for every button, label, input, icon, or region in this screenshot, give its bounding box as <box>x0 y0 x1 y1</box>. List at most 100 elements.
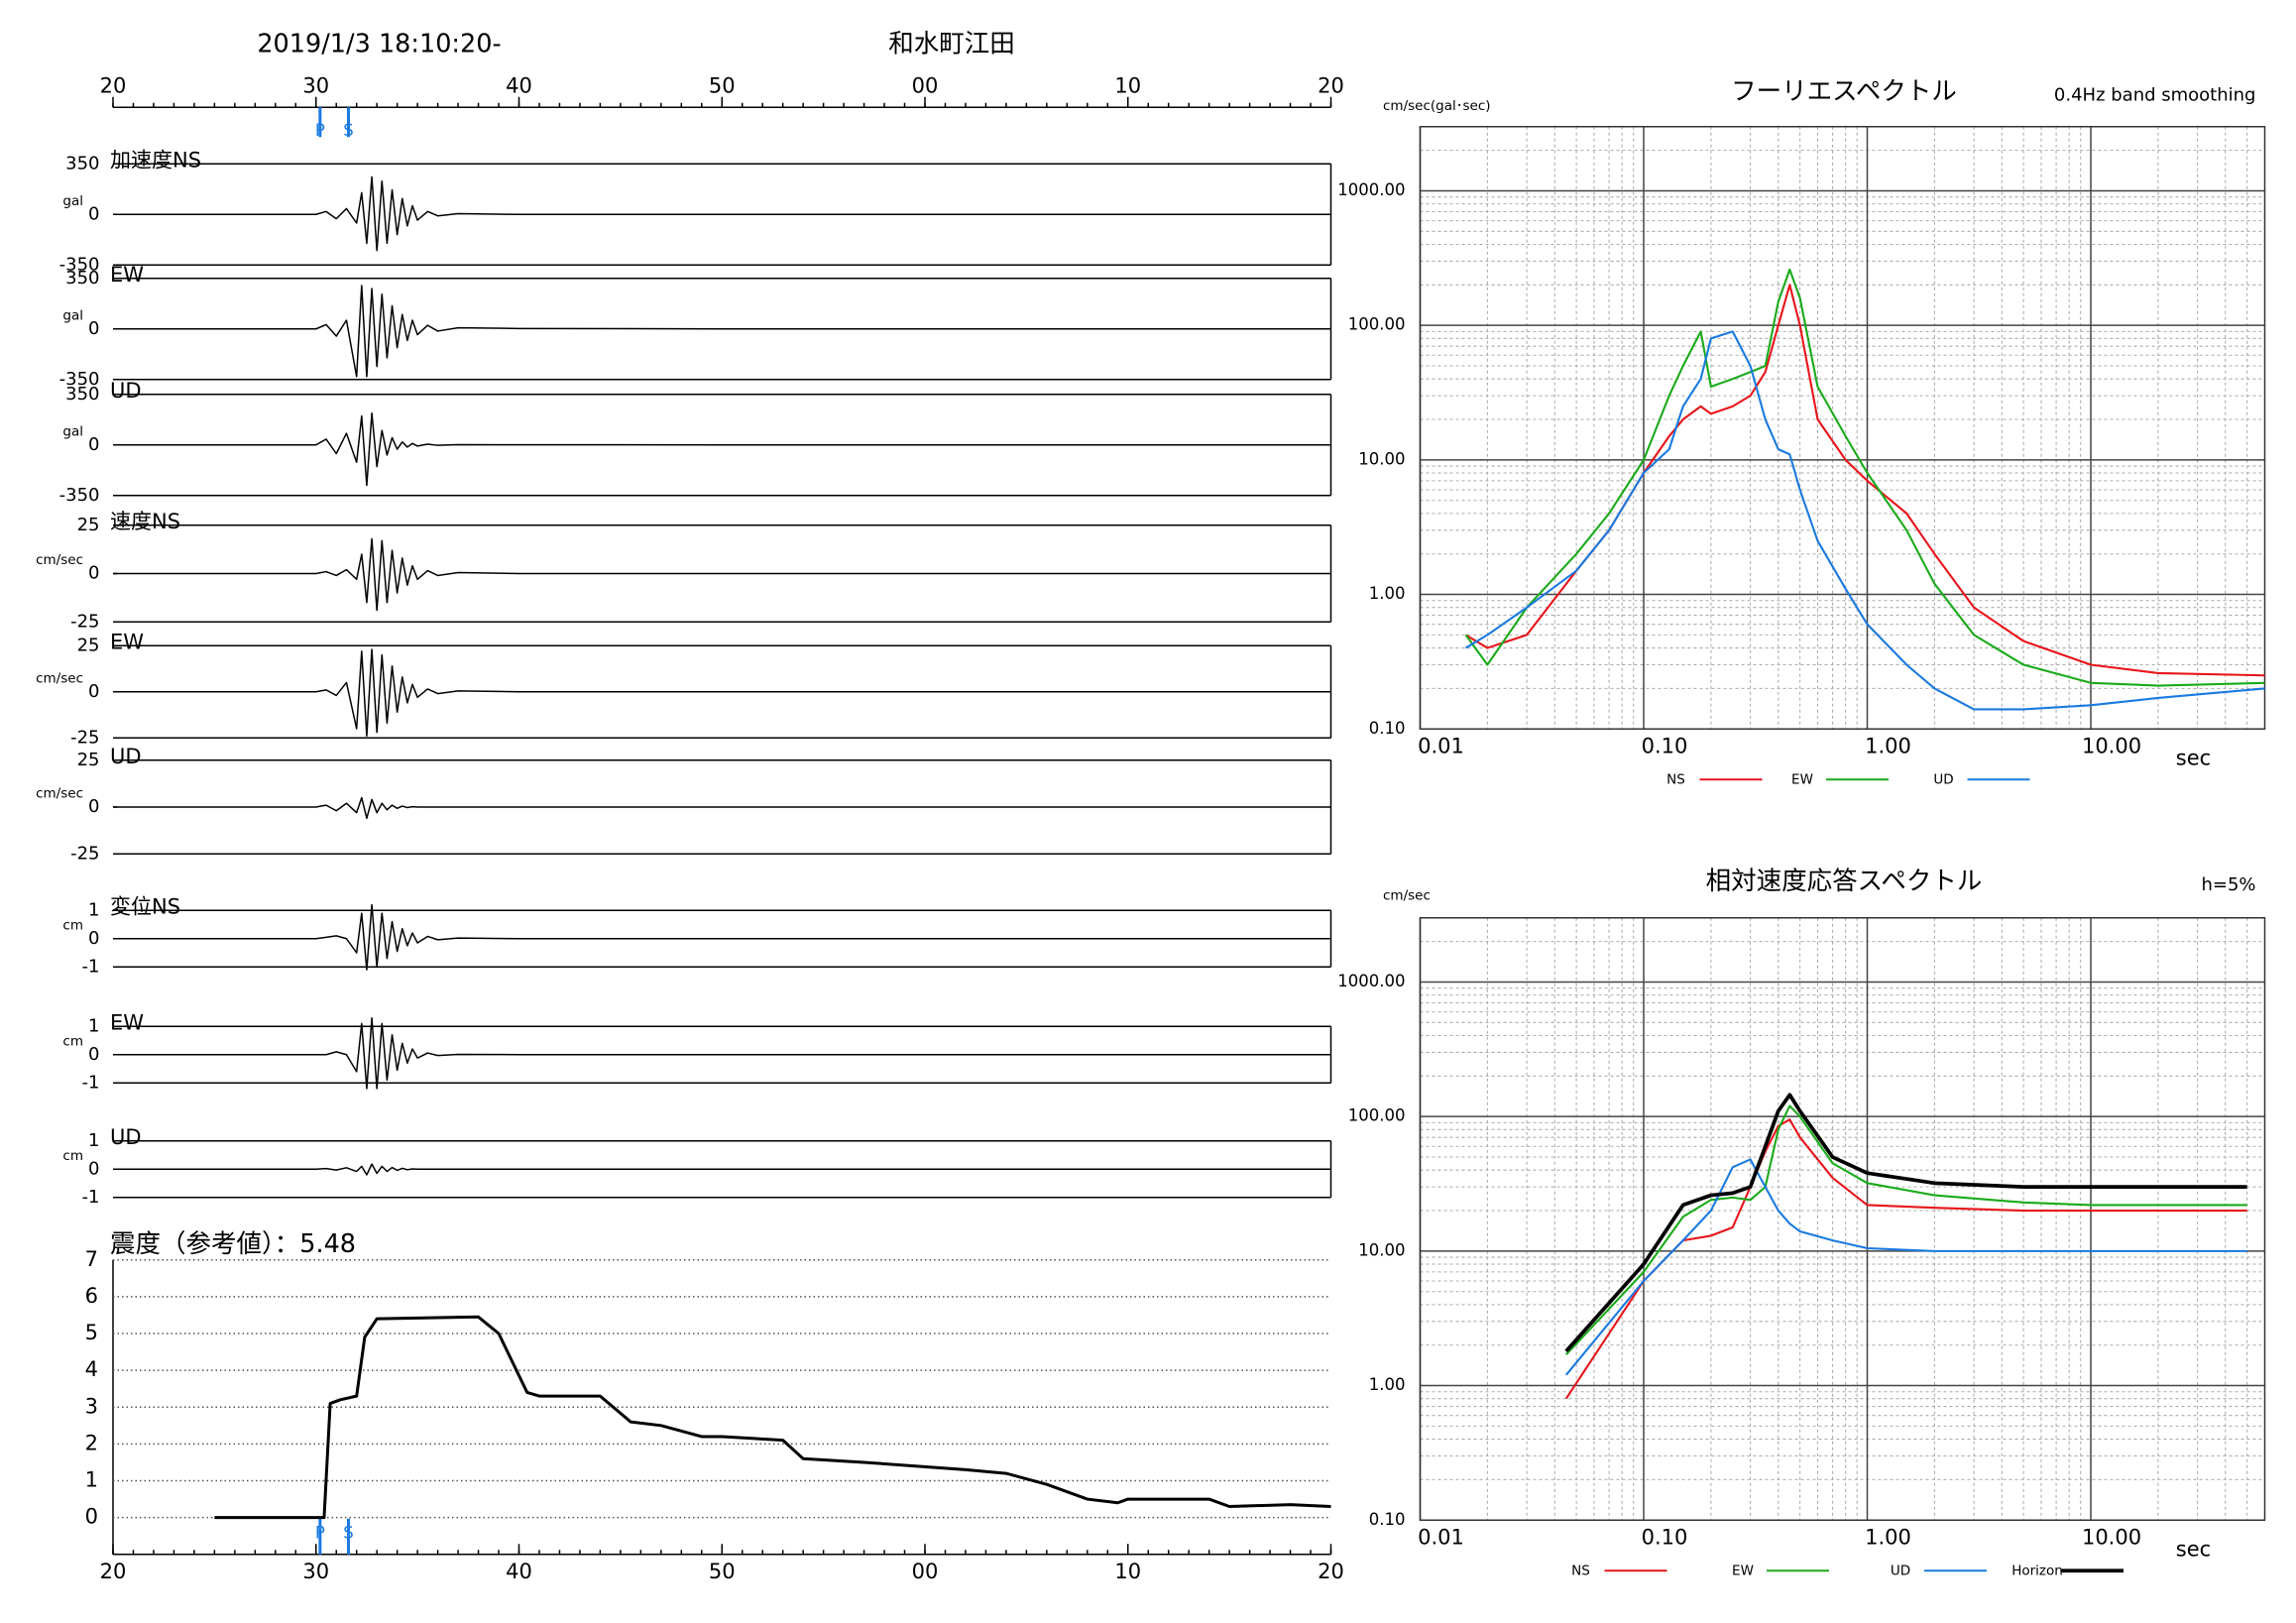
spectrum-line <box>1564 1118 2247 1400</box>
phase-label: S <box>343 121 353 140</box>
y-tick-label: 0 <box>88 1158 99 1179</box>
plot-frame <box>1419 125 2266 730</box>
y-tick-label: -1 <box>82 956 100 977</box>
legend-label: Horizon <box>2011 1563 2063 1578</box>
y-tick-label: 350 <box>65 268 99 289</box>
y-tick-label: -25 <box>70 843 99 864</box>
y-tick-label: 0 <box>88 928 99 949</box>
x-tick-label: 20 <box>1318 73 1344 97</box>
y-tick-label: 0 <box>88 681 99 702</box>
unit-label: cm/sec <box>36 786 83 802</box>
x-tick-label: 10 <box>1114 73 1141 97</box>
y-tick-label: 25 <box>77 750 100 770</box>
waveform <box>113 796 1331 820</box>
x-tick-label: 0.10 <box>1642 1525 1688 1549</box>
y-tick-label: -1 <box>82 1187 100 1208</box>
y-tick-label: 0 <box>88 563 99 584</box>
waveform <box>113 1163 1331 1176</box>
plot-frame <box>1419 917 2266 1521</box>
x-tick-label: 40 <box>506 73 532 97</box>
y-tick-label: -25 <box>70 727 99 748</box>
legend-label: NS <box>1666 771 1685 787</box>
x-tick-label: 00 <box>912 73 939 97</box>
waveform <box>113 537 1331 612</box>
y-tick-label: 0 <box>88 796 99 817</box>
phase-label: P <box>315 121 325 140</box>
waveform <box>113 1016 1331 1090</box>
legend-label: EW <box>1791 771 1813 787</box>
x-tick-label: 00 <box>912 1560 939 1583</box>
unit-label: cm/sec <box>36 552 83 568</box>
x-tick-label: 0.01 <box>1418 734 1464 757</box>
y-tick-label: 0 <box>88 1044 99 1065</box>
y-tick-label: -350 <box>59 254 100 275</box>
unit-label: gal <box>62 423 83 439</box>
y-tick-label: 5 <box>85 1321 98 1344</box>
chart-title: 相対速度応答スペクトル <box>1706 867 1983 896</box>
y-tick-label: 6 <box>85 1284 98 1308</box>
y-tick-label: 4 <box>85 1357 98 1381</box>
legend-label: UD <box>1933 771 1953 787</box>
y-tick-label: 1000.00 <box>1337 180 1405 199</box>
chart-title: 震度（参考値）：5.48 <box>110 1229 356 1259</box>
x-tick-label: 10 <box>1114 1560 1141 1583</box>
y-tick-label: -350 <box>59 369 100 390</box>
unit-label: cm <box>62 917 83 933</box>
y-tick-label: 25 <box>77 635 100 655</box>
unit-label: cm <box>62 1033 83 1049</box>
x-axis-label: sec <box>2176 746 2211 769</box>
chart-title: フーリエスペクトル <box>1731 76 1957 106</box>
y-tick-label: 0 <box>88 318 99 339</box>
y-tick-label: 10.00 <box>1358 1240 1405 1259</box>
x-tick-label: 1.00 <box>1865 1525 1911 1549</box>
y-tick-label: 1000.00 <box>1337 972 1405 990</box>
panel-name: 加速度NS <box>110 148 201 172</box>
x-tick-label: 50 <box>709 73 736 97</box>
waveform <box>113 411 1331 487</box>
x-tick-label: 20 <box>100 1560 127 1583</box>
y-axis-label: cm/sec <box>1383 887 1431 903</box>
spectrum-line <box>1564 1158 2247 1376</box>
x-tick-label: 50 <box>709 1560 736 1583</box>
y-tick-label: 350 <box>65 384 99 405</box>
panel-name: 速度NS <box>110 510 180 533</box>
x-tick-label: 40 <box>506 1560 532 1583</box>
date: 2019/1/3 18:10:20- <box>257 29 501 58</box>
y-tick-label: -350 <box>59 485 100 506</box>
y-tick-label: 1 <box>85 1468 98 1492</box>
unit-label: gal <box>62 193 83 209</box>
chart-subtitle: h=5% <box>2201 874 2255 895</box>
panel-name: EW <box>110 1010 144 1034</box>
spectrum-line <box>1464 330 2265 711</box>
waveform <box>113 903 1331 971</box>
waveform <box>113 648 1331 738</box>
y-tick-label: 2 <box>85 1431 98 1454</box>
y-tick-label: -25 <box>70 611 99 632</box>
y-tick-label: 25 <box>77 515 100 535</box>
y-tick-label: 0 <box>88 203 99 224</box>
x-tick-label: 1.00 <box>1865 734 1911 757</box>
y-tick-label: 0.10 <box>1369 719 1406 738</box>
y-tick-label: 0.10 <box>1369 1510 1406 1529</box>
spectrum-line <box>1564 1093 2247 1353</box>
x-tick-label: 10.00 <box>2082 734 2141 757</box>
x-tick-label: 20 <box>100 73 127 97</box>
y-tick-label: 1 <box>88 899 99 920</box>
y-tick-label: 0 <box>88 434 99 455</box>
spectrum-line <box>1464 284 2265 677</box>
phase-label: P <box>315 1523 325 1542</box>
x-tick-label: 0.10 <box>1642 734 1688 757</box>
unit-label: cm/sec <box>36 670 83 686</box>
y-tick-label: 1 <box>88 1015 99 1036</box>
legend-label: UD <box>1891 1563 1910 1578</box>
x-tick-label: 30 <box>302 73 329 97</box>
spectrum-line <box>1464 268 2265 687</box>
y-tick-label: 7 <box>85 1247 98 1271</box>
panel-name: EW <box>110 630 144 653</box>
x-axis-label: sec <box>2176 1537 2211 1561</box>
y-tick-label: 0 <box>85 1505 98 1529</box>
phase-label: S <box>343 1523 353 1542</box>
legend-label: EW <box>1732 1563 1754 1578</box>
y-tick-label: -1 <box>82 1072 100 1093</box>
